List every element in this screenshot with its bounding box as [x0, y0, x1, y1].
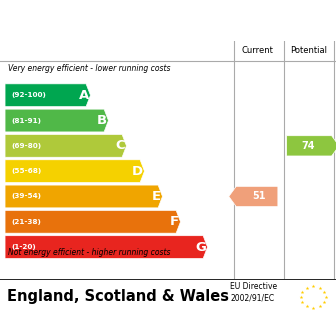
Text: E: E [152, 190, 161, 203]
Text: (92-100): (92-100) [11, 92, 46, 98]
Text: (55-68): (55-68) [11, 168, 41, 174]
Text: Potential: Potential [291, 46, 328, 54]
Polygon shape [5, 109, 109, 132]
Text: (69-80): (69-80) [11, 143, 41, 149]
Text: (39-54): (39-54) [11, 193, 41, 199]
Text: (21-38): (21-38) [11, 219, 41, 225]
Text: Current: Current [241, 46, 273, 54]
Text: England, Scotland & Wales: England, Scotland & Wales [7, 289, 229, 304]
Text: EU Directive
2002/91/EC: EU Directive 2002/91/EC [230, 282, 277, 303]
Polygon shape [5, 236, 208, 259]
Text: Energy Efficiency Rating: Energy Efficiency Rating [10, 13, 232, 28]
Polygon shape [5, 135, 126, 157]
Polygon shape [5, 210, 180, 233]
Polygon shape [5, 84, 90, 106]
Polygon shape [5, 160, 144, 183]
Text: A: A [79, 89, 89, 102]
Text: Not energy efficient - higher running costs: Not energy efficient - higher running co… [8, 248, 171, 257]
Text: G: G [195, 241, 206, 254]
Text: F: F [170, 215, 179, 228]
Text: Very energy efficient - lower running costs: Very energy efficient - lower running co… [8, 64, 171, 72]
Text: B: B [97, 114, 107, 127]
Text: 51: 51 [252, 192, 265, 202]
Text: D: D [132, 165, 143, 178]
Text: (81-91): (81-91) [11, 117, 41, 123]
Polygon shape [287, 136, 336, 156]
Polygon shape [5, 185, 163, 208]
Text: C: C [115, 139, 125, 152]
Text: 74: 74 [301, 141, 314, 151]
Polygon shape [229, 186, 278, 207]
Text: (1-20): (1-20) [11, 244, 36, 250]
